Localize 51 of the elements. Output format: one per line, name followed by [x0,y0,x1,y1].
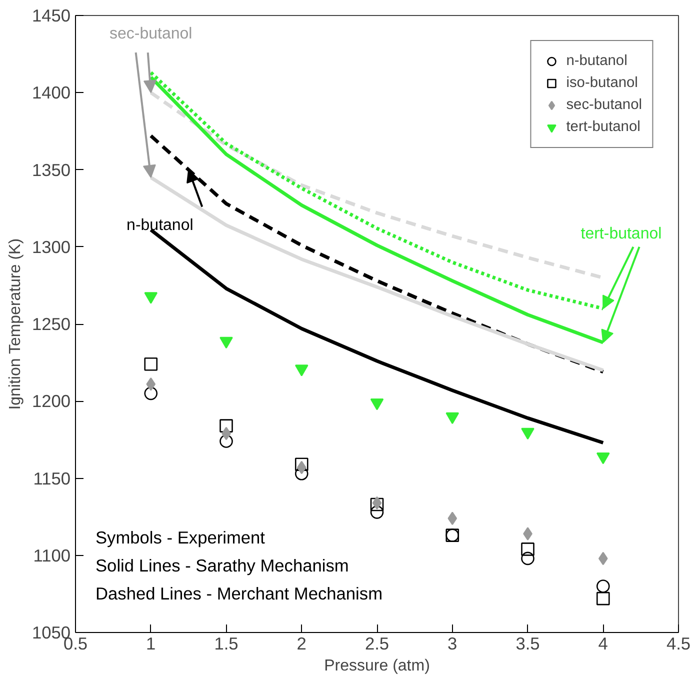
point [446,412,460,424]
y-axis-title: Ignition Temperature (K) [6,238,24,410]
x-tick-label: 4 [598,634,608,654]
point [144,292,158,304]
annotation: Dashed Lines - Merchant Mechanism [96,584,383,604]
point [294,364,308,376]
annotation: sec-butanol [110,26,192,43]
y-tick-label: 1450 [32,6,71,26]
point [596,592,610,606]
x-tick-label: 2.5 [364,634,390,654]
annotation: n-butanol [126,216,194,234]
point [144,357,158,371]
y-tick-label: 1150 [33,468,71,488]
point [521,428,534,440]
y-tick-label: 1100 [33,545,71,566]
x-tick-label: 2 [296,634,306,654]
x-tick-label: 3.5 [516,634,540,654]
y-tick-label: 1300 [32,236,71,257]
point [370,398,384,410]
point [596,452,610,464]
point [598,552,608,566]
annotation: Solid Lines - Sarathy Mechanism [96,556,349,576]
point [523,527,532,540]
x-axis-title: Pressure (atm) [324,658,430,674]
x-tick-label: 1 [146,634,156,654]
point [521,542,534,556]
y-tick-label: 1250 [32,314,71,334]
point [296,460,306,474]
y-tick-label: 1350 [32,160,71,180]
point [220,434,233,448]
point [294,466,308,480]
point [370,506,384,519]
point [220,419,233,432]
y-tick-label: 1400 [32,82,71,103]
annotation: tert-butanol [580,225,662,242]
x-tick-label: 1.5 [214,634,238,654]
annotation: Symbols - Experiment [96,528,266,548]
x-tick-label: 3 [448,634,458,654]
point [448,512,458,526]
point [521,552,534,566]
x-tick-label: 4.5 [666,634,691,654]
y-tick-label: 1200 [32,391,71,412]
legend-label: tert-butanol [566,119,640,135]
point [146,378,156,391]
legend-label: iso-butanol [566,75,638,91]
point [596,580,610,593]
legend-label: sec-butanol [566,97,642,113]
point [220,336,233,349]
point [144,386,158,400]
point [294,458,308,472]
legend-label: n-butanol [566,53,628,69]
